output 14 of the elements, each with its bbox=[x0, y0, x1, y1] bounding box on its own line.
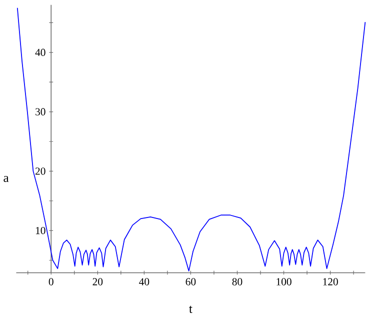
y-tick-label: 20 bbox=[35, 167, 46, 175]
x-axis-title: t bbox=[189, 306, 192, 313]
x-tick-label: 100 bbox=[276, 278, 292, 286]
y-tick-label: 10 bbox=[36, 226, 46, 234]
x-tick-label: 20 bbox=[92, 278, 103, 286]
x-tick-label: 0 bbox=[48, 278, 54, 286]
y-axis-title: a bbox=[4, 176, 9, 182]
x-tick-label: 60 bbox=[186, 278, 196, 286]
x-tick-label: 40 bbox=[139, 278, 150, 286]
x-tick-label: 80 bbox=[232, 278, 242, 286]
y-tick-label: 40 bbox=[35, 48, 46, 56]
line-series bbox=[16, 7, 366, 272]
x-tick-label: 120 bbox=[323, 278, 338, 286]
y-tick-label: 30 bbox=[36, 108, 46, 116]
